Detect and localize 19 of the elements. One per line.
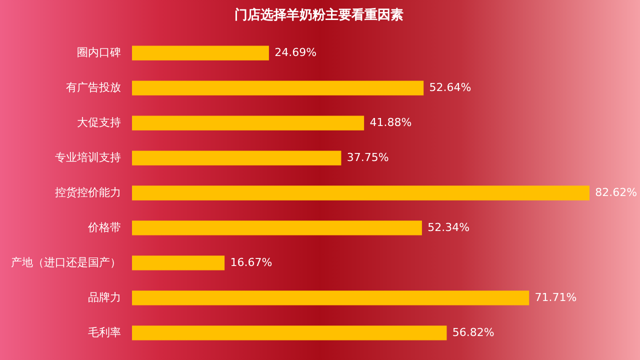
- y-tick-label: 有广告投放: [66, 80, 121, 94]
- y-tick-label: 价格带: [87, 220, 121, 234]
- data-label: 41.88%: [370, 116, 412, 129]
- y-tick-label: 毛利率: [88, 326, 121, 339]
- data-label: 37.75%: [346, 150, 389, 164]
- chart-title: 门店选择羊奶粉主要看重因素: [234, 7, 404, 24]
- y-tick-label: 大促支持: [77, 116, 121, 129]
- data-label: 82.62%: [595, 186, 638, 199]
- y-tick-label: 专业培训支持: [55, 150, 121, 164]
- data-label: 16.67%: [230, 256, 272, 269]
- y-tick-label: 圈内口碑: [77, 46, 121, 59]
- data-label: 52.34%: [428, 220, 470, 234]
- data-label: 24.69%: [274, 46, 317, 59]
- data-label: 52.64%: [429, 80, 472, 94]
- data-label: 56.82%: [452, 326, 494, 339]
- data-label: 71.71%: [534, 290, 577, 304]
- y-tick-label: 控货控价能力: [55, 186, 121, 199]
- y-tick-label: 产地（进口还是国产）: [11, 256, 121, 269]
- y-tick-label: 品牌力: [88, 290, 121, 304]
